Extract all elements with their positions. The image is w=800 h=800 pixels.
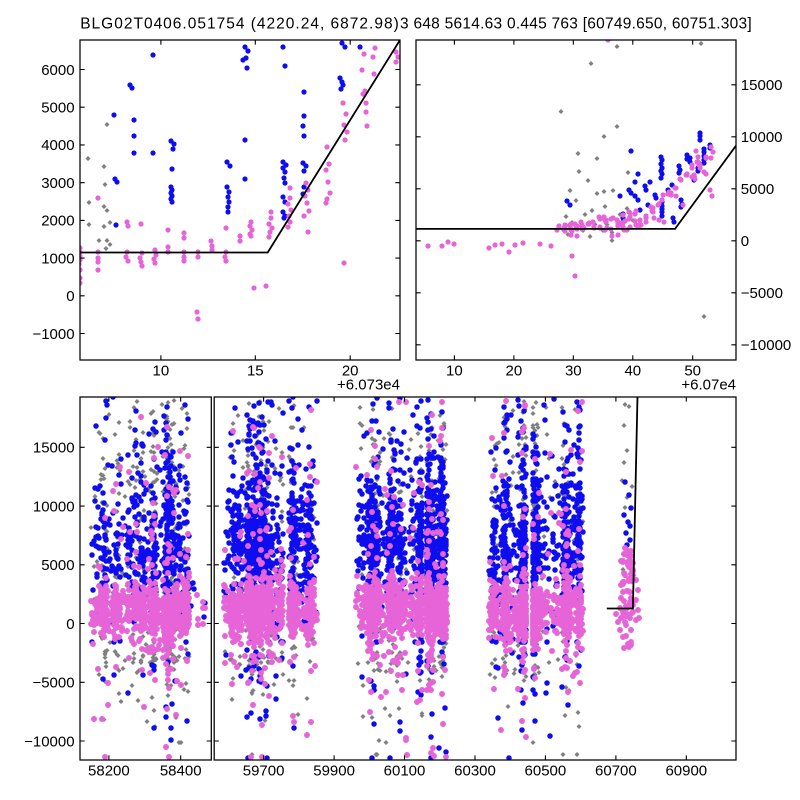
svg-text:60100: 60100 xyxy=(384,762,426,779)
svg-text:−5000: −5000 xyxy=(32,675,74,692)
svg-text:−1000: −1000 xyxy=(32,326,74,343)
svg-text:20: 20 xyxy=(506,363,523,380)
svg-text:4000: 4000 xyxy=(41,137,74,154)
svg-text:10000: 10000 xyxy=(33,498,75,515)
svg-text:−10000: −10000 xyxy=(741,337,791,354)
svg-text:10: 10 xyxy=(446,363,463,380)
svg-text:−10000: −10000 xyxy=(24,733,74,750)
svg-text:50: 50 xyxy=(684,363,701,380)
svg-text:1000: 1000 xyxy=(41,250,74,267)
svg-text:5000: 5000 xyxy=(41,557,74,574)
svg-text:15000: 15000 xyxy=(33,440,75,457)
svg-text:3000: 3000 xyxy=(41,175,74,192)
svg-text:BLG02T0406.051754 (4220.24, 68: BLG02T0406.051754 (4220.24, 6872.98) xyxy=(80,16,400,33)
svg-text:59900: 59900 xyxy=(313,762,355,779)
svg-text:10000: 10000 xyxy=(741,129,783,146)
svg-text:0: 0 xyxy=(741,233,749,250)
svg-text:+6.07e4: +6.07e4 xyxy=(681,377,736,394)
svg-text:10: 10 xyxy=(153,363,170,380)
svg-text:20: 20 xyxy=(342,363,359,380)
svg-text:60300: 60300 xyxy=(454,762,496,779)
svg-text:−5000: −5000 xyxy=(741,285,783,302)
svg-text:15: 15 xyxy=(247,363,264,380)
svg-text:30: 30 xyxy=(565,363,582,380)
svg-text:59700: 59700 xyxy=(243,762,285,779)
svg-text:+6.073e4: +6.073e4 xyxy=(337,377,400,394)
svg-text:60900: 60900 xyxy=(665,762,707,779)
svg-text:60500: 60500 xyxy=(525,762,567,779)
svg-text:5000: 5000 xyxy=(741,181,774,198)
svg-text:60700: 60700 xyxy=(595,762,637,779)
svg-text:5000: 5000 xyxy=(41,100,74,117)
svg-text:6000: 6000 xyxy=(41,62,74,79)
svg-text:40: 40 xyxy=(624,363,641,380)
svg-text:0: 0 xyxy=(66,288,74,305)
svg-text:58400: 58400 xyxy=(160,762,202,779)
svg-text:2000: 2000 xyxy=(41,213,74,230)
svg-text:3 648 5614.63 0.445 763 [60749: 3 648 5614.63 0.445 763 [60749.650, 6075… xyxy=(400,16,752,33)
svg-text:0: 0 xyxy=(66,616,74,633)
svg-text:58200: 58200 xyxy=(88,762,130,779)
svg-text:15000: 15000 xyxy=(741,77,783,94)
